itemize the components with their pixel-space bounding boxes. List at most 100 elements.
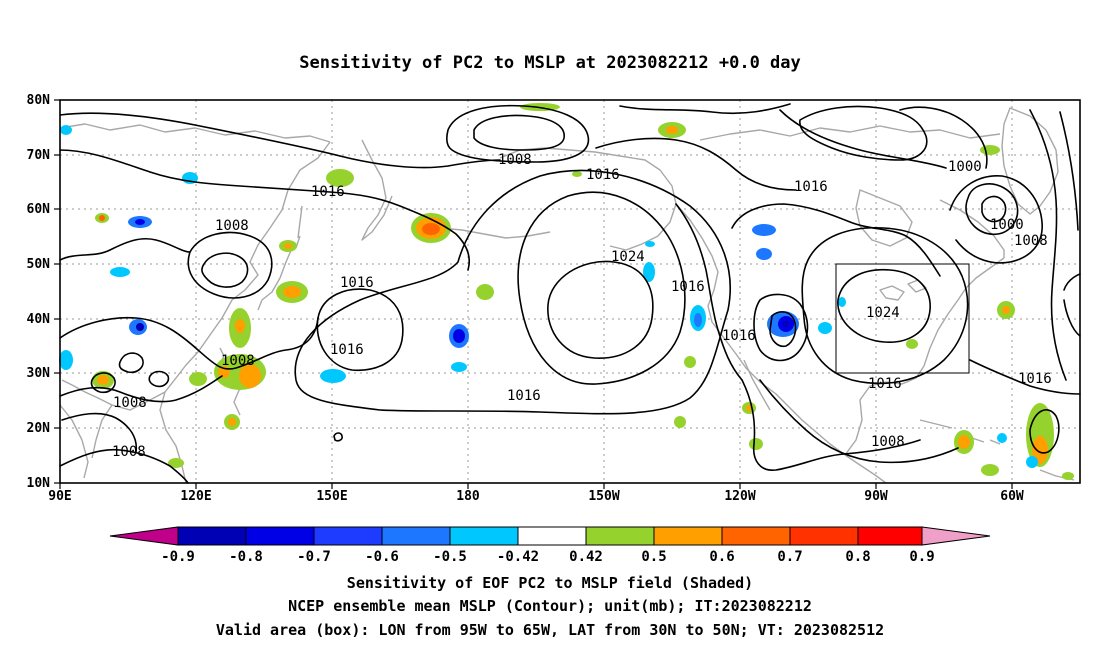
contour-ring-tiny [333, 432, 343, 442]
coastline-indochina [91, 391, 187, 484]
contour-1008-arctic-pacific-inner [473, 114, 565, 151]
contour-1000-labrador-inner [981, 195, 1007, 223]
contour-arctic-north-america [799, 105, 928, 161]
lat-tick-label: 10N [27, 476, 51, 491]
contour-1016-north-asia [59, 149, 471, 271]
lon-tick-label: 60W [1000, 489, 1024, 504]
shade-blob [320, 369, 346, 383]
shade-blob [674, 416, 686, 428]
shade-blob [168, 458, 184, 468]
colorbar-boxes [177, 526, 923, 546]
contour-label: 1016 [868, 376, 902, 392]
contour-label: 1016 [722, 328, 756, 344]
contour-1008-india [59, 375, 223, 403]
longitude-axis: 90E 120E 150E 180 150W 120W 90W 60W [48, 483, 1024, 504]
caption-line: NCEP ensemble mean MSLP (Contour); unit(… [288, 597, 812, 615]
lon-tick-label: 90E [48, 489, 71, 504]
colorbar-label: -0.7 [297, 549, 331, 565]
contour-1024-east-na [837, 268, 931, 343]
colorbar-box [789, 526, 859, 546]
contour-1016-gulf [759, 379, 959, 464]
contour-label: 1008 [113, 395, 147, 411]
captions: Sensitivity of EOF PC2 to MSLP field (Sh… [216, 574, 884, 639]
lon-tick-label: 150W [588, 489, 619, 504]
map-title: Sensitivity of PC2 to MSLP at 2023082212… [299, 53, 801, 73]
colorbar-box [653, 526, 723, 546]
contour-label: 1016 [507, 388, 541, 404]
contour-1008-small-loop-b [118, 352, 144, 374]
shade-blob [694, 313, 702, 327]
colorbar-box [585, 526, 655, 546]
shade-blob [283, 286, 301, 298]
contour-atlantic-east-2 [1059, 111, 1079, 231]
lon-tick-label: 120W [724, 489, 755, 504]
shade-blob [110, 267, 130, 277]
lat-tick-label: 40N [27, 312, 51, 327]
contour-label: 1016 [1018, 371, 1052, 387]
longitude-tick-marks [59, 483, 1013, 489]
colorbar-low-triangle [109, 526, 179, 546]
shade-blob [1032, 436, 1048, 464]
contour-1016-atlantic-south [969, 359, 1081, 395]
colorbar-high-triangle [921, 526, 991, 546]
contour-label: 1000 [990, 217, 1024, 233]
contour-label: 1024 [611, 249, 645, 265]
contour-1000-labrador-low [965, 183, 1019, 236]
shade-blob [1062, 472, 1074, 480]
shade-blob [783, 321, 789, 327]
colorbar-label: -0.9 [161, 549, 195, 565]
shade-blob [1026, 456, 1038, 468]
contour-1008-asia-low-inner [201, 252, 249, 288]
colorbar-label: 0.42 [569, 549, 603, 565]
map-frame [59, 99, 1081, 484]
caption-line: Sensitivity of EOF PC2 to MSLP field (Sh… [347, 574, 753, 592]
contour-1016-west-coast-low-inner [769, 311, 797, 348]
coastline-sakhalin [297, 205, 303, 239]
contour-label: 1008 [112, 444, 146, 460]
shade-blob [228, 418, 236, 426]
coastline-gulf-of-mexico [844, 365, 925, 456]
coastline-siberia-north [59, 123, 331, 143]
contour-label: 1008 [498, 152, 532, 168]
contour-northern-rim [619, 103, 791, 115]
contour-1016-east-na [801, 226, 969, 385]
colorbar-label: 0.9 [909, 549, 934, 565]
contour-1008-small-loop-a [90, 372, 116, 394]
contour-1008-asia-wave [59, 237, 191, 261]
shade-blob [235, 319, 245, 333]
shade-blob [980, 145, 1000, 155]
shade-blob [666, 126, 678, 134]
shade-blob [756, 248, 772, 260]
contour-labels: 1008 1016 1008 1016 1016 1008 1008 1008 … [112, 152, 1052, 460]
colorbar-label: 0.7 [777, 549, 802, 565]
shade-blob [326, 169, 354, 187]
shade-blob [136, 323, 144, 331]
colorbar-label: -0.42 [497, 549, 539, 565]
contour-1016-north-america-west [675, 203, 743, 381]
shade-blob [422, 223, 440, 235]
caption-line: Valid area (box): LON from 95W to 65W, L… [216, 621, 884, 639]
contour-label: 1008 [1014, 233, 1048, 249]
contour-1024-pacific [547, 260, 654, 359]
shade-blob [818, 322, 832, 334]
sensitivity-shading [59, 103, 1074, 480]
shade-blob [451, 362, 467, 372]
coastline-greenland [1001, 107, 1059, 215]
contour-1008-north-asia [59, 112, 501, 169]
contour-atlantic-east [1029, 109, 1067, 381]
lon-tick-label: 180 [456, 489, 480, 504]
lat-tick-label: 70N [27, 148, 51, 163]
contour-1016-pacific-high [517, 191, 686, 385]
contour-1008-mexico [741, 379, 921, 471]
lon-tick-label: 150E [316, 489, 347, 504]
colorbar-label: -0.5 [433, 549, 467, 565]
contour-label: 1008 [871, 434, 905, 450]
colorbar-box [245, 526, 315, 546]
contour-1016-canada [731, 203, 941, 277]
lat-tick-label: 80N [27, 93, 51, 108]
shade-blob [189, 372, 207, 386]
contour-label: 1024 [866, 305, 900, 321]
coastline-alaska [499, 147, 677, 251]
